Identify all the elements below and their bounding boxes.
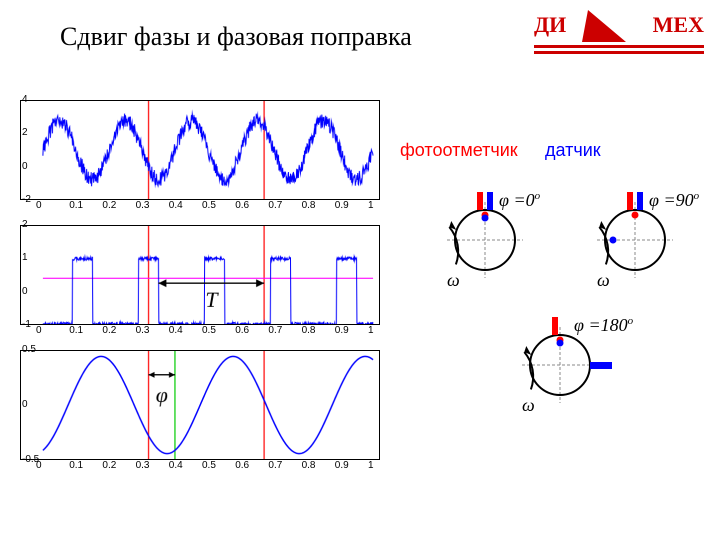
phi-caption: φ =180o [574, 315, 633, 336]
logo-underline [534, 51, 704, 54]
omega-label: ω [522, 395, 535, 416]
omega-label: ω [447, 270, 460, 291]
omega-label: ω [597, 270, 610, 291]
x-tick: 0 [36, 200, 42, 211]
x-tick: 0.6 [235, 460, 249, 471]
x-tick: 0.5 [202, 200, 216, 211]
x-tick: 0.9 [335, 460, 349, 471]
x-tick: 0.8 [302, 460, 316, 471]
x-tick: 0.5 [202, 325, 216, 336]
x-tick: 0.6 [235, 200, 249, 211]
y-tick: 2 [22, 219, 28, 230]
x-tick: 0.4 [169, 325, 183, 336]
plot-noisy-signal [20, 100, 380, 200]
x-tick: 0.9 [335, 200, 349, 211]
x-tick: 0.7 [268, 460, 282, 471]
y-tick: 0 [22, 399, 28, 410]
x-tick: 0.2 [102, 460, 116, 471]
x-tick: 0.8 [302, 200, 316, 211]
plots-panel: -202400.10.20.30.40.50.60.70.80.91-10120… [20, 100, 380, 490]
x-tick: 0.9 [335, 325, 349, 336]
x-tick: 0.3 [136, 460, 150, 471]
phi-caption: φ =0o [499, 190, 540, 211]
page-title: Сдвиг фазы и фазовая поправка [60, 22, 412, 52]
x-tick: 0.3 [136, 325, 150, 336]
photo-sensor-label: фотоотметчик [400, 140, 518, 161]
x-tick: 0.5 [202, 460, 216, 471]
x-tick: 0.7 [268, 325, 282, 336]
x-tick: 0.7 [268, 200, 282, 211]
logo-underline [534, 45, 704, 48]
x-tick: 1 [368, 460, 374, 471]
x-tick: 0.1 [69, 325, 83, 336]
x-tick: 0.3 [136, 200, 150, 211]
sensor-diagram: ω φ =0o [430, 170, 560, 295]
sensor-diagrams: фотоотметчик датчик ω φ =0o ω φ =90o ω φ =180… [400, 140, 710, 500]
x-tick: 0 [36, 325, 42, 336]
x-tick: 0.2 [102, 325, 116, 336]
plot-pulse-train [20, 225, 380, 325]
y-tick: -1 [22, 319, 31, 330]
plot-filtered-sine [20, 350, 380, 460]
x-tick: 1 [368, 200, 374, 211]
logo: ДИ МЕХ [534, 10, 704, 58]
x-tick: 0 [36, 460, 42, 471]
sensor-label: датчик [545, 140, 601, 161]
y-tick: 0 [22, 161, 28, 172]
phi-caption: φ =90o [649, 190, 699, 211]
y-tick: 1 [22, 252, 28, 263]
x-tick: 0.6 [235, 325, 249, 336]
logo-triangle-icon [582, 8, 632, 48]
x-tick: 1 [368, 325, 374, 336]
logo-text-right: МЕХ [653, 12, 704, 38]
y-tick: 0 [22, 286, 28, 297]
x-tick: 0.1 [69, 460, 83, 471]
x-tick: 0.8 [302, 325, 316, 336]
sensor-diagram: ω φ =90o [580, 170, 710, 295]
sensor-diagram: ω φ =180o [505, 295, 635, 420]
y-tick: 4 [22, 94, 28, 105]
x-tick: 0.1 [69, 200, 83, 211]
x-tick: 0.4 [169, 200, 183, 211]
logo-text-left: ДИ [534, 12, 566, 38]
x-tick: 0.4 [169, 460, 183, 471]
y-tick: -2 [22, 194, 31, 205]
x-tick: 0.2 [102, 200, 116, 211]
y-tick: 2 [22, 127, 28, 138]
y-tick: 0.5 [22, 344, 36, 355]
